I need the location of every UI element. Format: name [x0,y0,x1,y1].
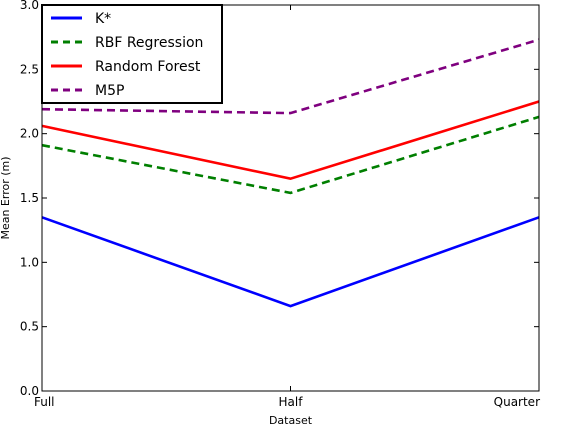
y-axis: 0.0 0.5 1.0 1.5 2.0 2.5 3.0 [20,0,539,398]
legend-label: M5P [95,83,124,99]
series-line-3 [41,38,540,115]
x-tick-label: Quarter [494,395,540,409]
y-tick-label: 2.5 [20,62,39,76]
series-line-1 [41,115,540,195]
x-tick-label: Full [34,395,55,409]
y-tick-label: 0.0 [20,384,39,398]
y-tick-label: 3.0 [20,0,39,12]
x-tick-label: Half [279,395,304,409]
legend-label: Random Forest [95,59,201,75]
legend-label: RBF Regression [95,35,203,51]
series-line-0 [41,216,540,308]
y-axis-title: Mean Error (m) [0,156,12,239]
series-lines [41,38,540,308]
legend-label: K* [95,11,111,27]
series-line-2 [41,100,540,181]
y-tick-label: 2.0 [20,127,39,141]
y-tick-label: 0.5 [20,320,39,334]
x-axis: Full Half Quarter [34,5,540,409]
legend-box [41,4,223,104]
y-tick-label: 1.5 [20,191,39,205]
legend: K* RBF Regression Random Forest M5P [41,4,223,104]
x-axis-title: Dataset [269,414,313,424]
y-tick-label: 1.0 [20,255,39,269]
